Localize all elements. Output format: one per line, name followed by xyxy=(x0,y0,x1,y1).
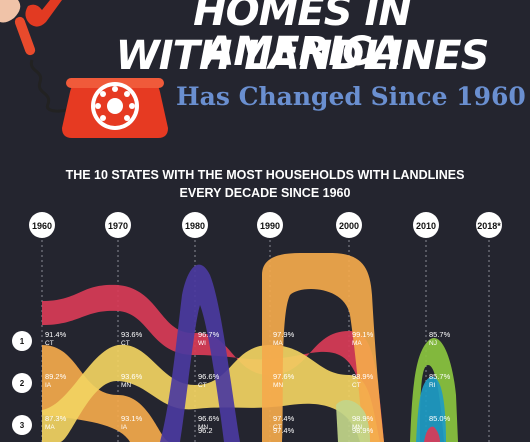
decade-label: 1960 xyxy=(32,221,52,231)
rank-label: 2 xyxy=(20,379,25,388)
decade-marker xyxy=(29,212,55,238)
rank-badge xyxy=(12,331,32,351)
state-label: CT xyxy=(45,340,54,347)
flow-band xyxy=(410,338,458,442)
telephone-illustration xyxy=(0,0,168,138)
value-label: 87.3% xyxy=(45,414,67,423)
value-label: 97.9% xyxy=(273,330,295,339)
state-label: CT xyxy=(198,382,207,389)
subheadline: Has Changed Since 1960 xyxy=(176,82,526,111)
decade-marker xyxy=(336,212,362,238)
rank-badge xyxy=(12,373,32,393)
decade-label: 2000 xyxy=(339,221,359,231)
phone-cord xyxy=(29,59,91,114)
rotary-phone-icon xyxy=(62,78,168,138)
state-label: NJ xyxy=(429,340,437,347)
state-label: IA xyxy=(121,424,128,431)
value-label: 96.2 xyxy=(198,426,213,435)
state-label: MA xyxy=(273,340,283,347)
state-label: MA xyxy=(352,340,362,347)
state-label: CT xyxy=(121,340,130,347)
alluvial-chart: 1960 1970 1980 1990 2000 2010 2018*12391.4%CT8… xyxy=(12,212,502,442)
flow-band xyxy=(424,426,440,442)
decade-marker xyxy=(182,212,208,238)
value-label: 85.7% xyxy=(429,372,451,381)
value-label: 97.4% xyxy=(273,426,295,435)
title-block: HOMES IN AMERICA WITH LANDLINES Has Chan… xyxy=(0,0,530,150)
decade-label: 2010 xyxy=(416,221,436,231)
value-label: 89.2% xyxy=(45,372,67,381)
state-label: CT xyxy=(352,382,361,389)
value-label: 93.1% xyxy=(121,414,143,423)
value-label: 85.0% xyxy=(429,414,451,423)
hand-shape xyxy=(0,0,21,23)
state-label: MA xyxy=(45,424,55,431)
flow-band xyxy=(160,264,240,442)
value-label: 98.9% xyxy=(352,426,374,435)
rank-label: 1 xyxy=(20,337,25,346)
value-label: 97.4% xyxy=(273,414,295,423)
flow-band xyxy=(42,284,384,442)
state-label: RI xyxy=(429,382,436,389)
headline-line-1: HOMES IN AMERICA xyxy=(193,0,412,75)
rank-label: 3 xyxy=(20,421,25,430)
flow-band xyxy=(262,253,384,442)
decade-marker xyxy=(476,212,502,238)
value-label: 99.1% xyxy=(352,330,374,339)
handset-icon xyxy=(14,0,62,56)
value-label: 96.7% xyxy=(198,330,220,339)
decade-label: 1980 xyxy=(185,221,205,231)
state-label: MN xyxy=(273,382,283,389)
value-label: 93.6% xyxy=(121,330,143,339)
rank-badge xyxy=(12,415,32,435)
state-label: MN xyxy=(198,424,208,431)
flow-band xyxy=(42,344,380,442)
decade-marker xyxy=(105,212,131,238)
chart-subtitle-line-2: EVERY DECADE SINCE 1960 xyxy=(179,186,351,200)
headline-line-2: WITH LANDLINES xyxy=(115,33,490,79)
value-label: 98.9% xyxy=(352,414,374,423)
value-label: 98.9% xyxy=(352,372,374,381)
value-label: 96.6% xyxy=(198,414,220,423)
chart-subtitle-line-1: THE 10 STATES WITH THE MOST HOUSEHOLDS W… xyxy=(65,168,465,182)
value-label: 91.4% xyxy=(45,330,67,339)
chart-subtitle: THE 10 STATES WITH THE MOST HOUSEHOLDS W… xyxy=(0,166,530,202)
value-label: 96.6% xyxy=(198,372,220,381)
state-label: MN xyxy=(352,424,362,431)
decade-marker xyxy=(257,212,283,238)
decade-label: 2018* xyxy=(477,221,501,231)
value-label: 85.7% xyxy=(429,330,451,339)
decade-marker xyxy=(413,212,439,238)
state-label: IA xyxy=(45,382,52,389)
value-label: 93.6% xyxy=(121,372,143,381)
flow-band xyxy=(416,376,446,442)
value-label: 97.6% xyxy=(273,372,295,381)
flow-band xyxy=(336,400,370,442)
decade-label: 1990 xyxy=(260,221,280,231)
decade-label: 1970 xyxy=(108,221,128,231)
state-label: MN xyxy=(121,382,131,389)
state-label: WI xyxy=(198,340,206,347)
state-label: CT xyxy=(273,424,282,431)
